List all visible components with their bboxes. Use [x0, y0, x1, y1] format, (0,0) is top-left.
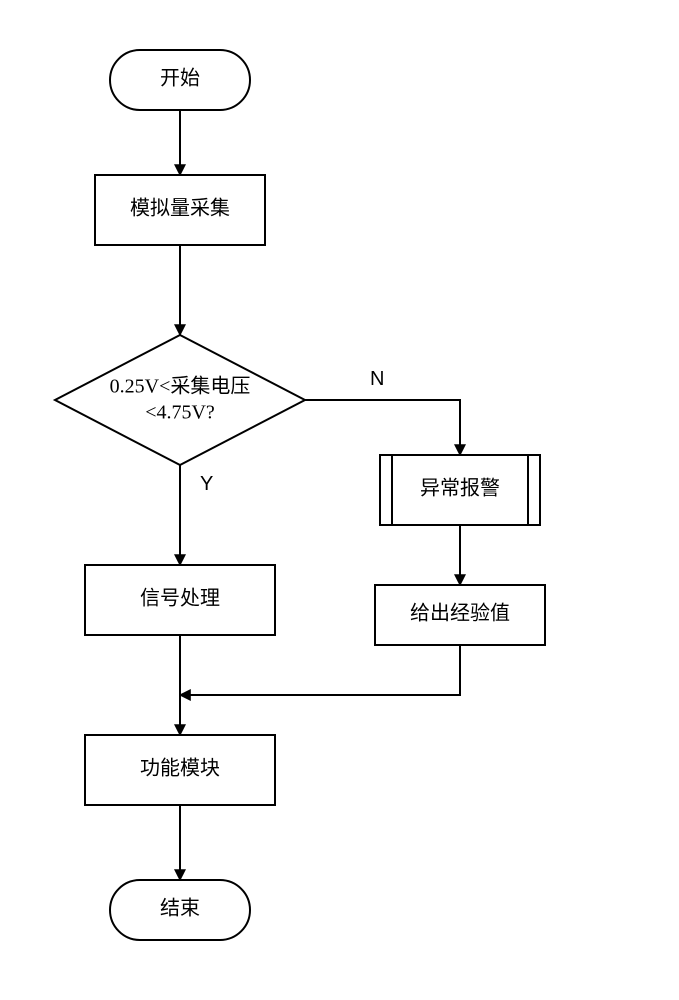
node-end: 结束 — [110, 880, 250, 940]
node-signal: 信号处理 — [85, 565, 275, 635]
node-collect-label: 模拟量采集 — [130, 197, 230, 220]
node-decide-label-2: <4.75V? — [145, 402, 215, 424]
node-end-label: 结束 — [160, 897, 200, 920]
edge-exp-join — [180, 645, 460, 695]
edge-label-N: N — [370, 368, 384, 390]
node-exp-label: 给出经验值 — [410, 602, 510, 625]
node-alarm: 异常报警 — [380, 455, 540, 525]
edge-decide-alarm — [305, 400, 460, 455]
edge-label-Y: Y — [200, 473, 213, 495]
node-alarm-label: 异常报警 — [420, 477, 500, 500]
node-signal-label: 信号处理 — [140, 587, 220, 610]
node-func-label: 功能模块 — [140, 757, 220, 780]
node-func: 功能模块 — [85, 735, 275, 805]
node-decide: 0.25V<采集电压 <4.75V? — [55, 335, 305, 465]
node-decide-label-1: 0.25V<采集电压 — [110, 375, 251, 398]
node-collect: 模拟量采集 — [95, 175, 265, 245]
node-start: 开始 — [110, 50, 250, 110]
node-start-label: 开始 — [160, 67, 200, 90]
node-exp: 给出经验值 — [375, 585, 545, 645]
